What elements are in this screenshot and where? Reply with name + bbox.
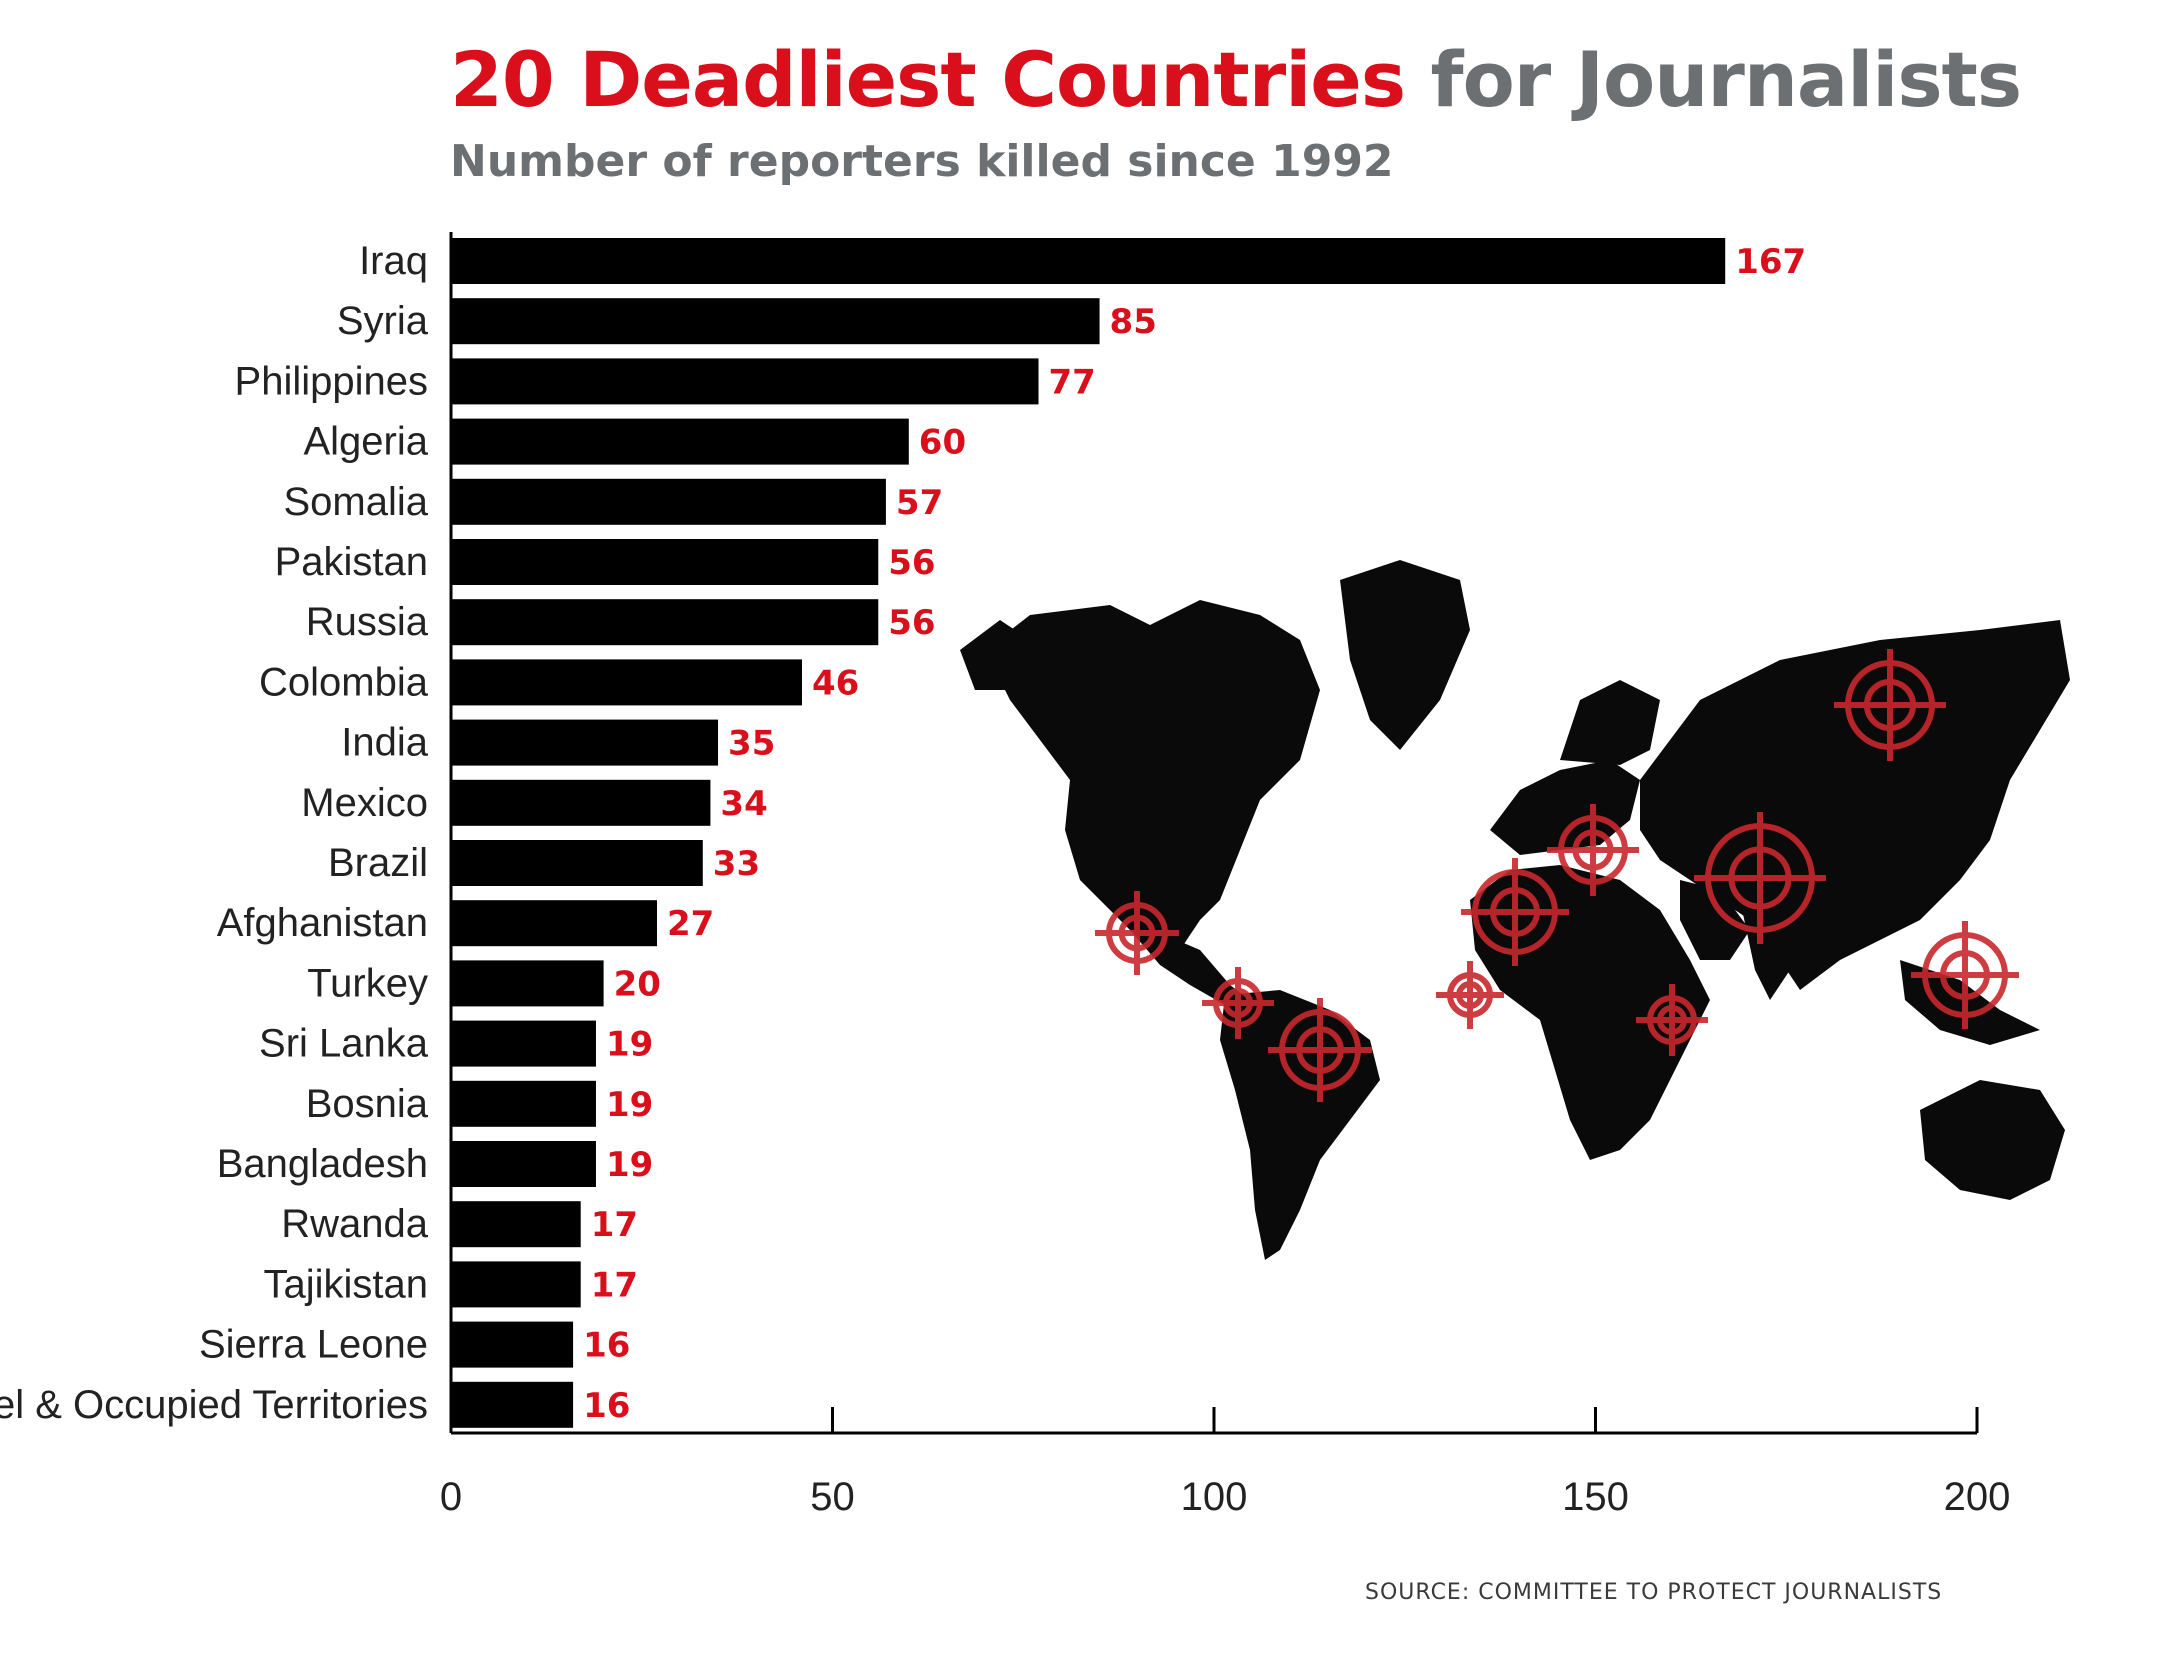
- map-greenland: [1340, 560, 1470, 750]
- value-label: 56: [888, 543, 935, 583]
- category-label: Algeria: [303, 420, 428, 464]
- bar-colombia: [451, 659, 802, 706]
- bar-series: Iraq 167 Syria 85 Philippines 77 Algeria 60 Soma…: [0, 238, 1806, 1428]
- value-label: 20: [614, 964, 661, 1004]
- chart-title: 20 Deadliest Countries for Journalists: [450, 42, 2022, 118]
- target-icon: [1461, 858, 1569, 966]
- category-label: Somalia: [283, 480, 428, 524]
- bar-mexico: [451, 779, 711, 826]
- bar-philippines: [451, 358, 1039, 405]
- target-icon: [1636, 984, 1708, 1056]
- category-label: Iraq: [359, 239, 428, 283]
- map-alaska: [960, 620, 1030, 690]
- category-label: Pakistan: [275, 540, 428, 584]
- value-label: 16: [583, 1326, 630, 1366]
- category-label: Afghanistan: [217, 901, 428, 945]
- bar-israel-occupied-territories: [451, 1381, 574, 1428]
- value-label: 85: [1110, 302, 1157, 342]
- bar-somalia: [451, 478, 886, 525]
- category-label: Colombia: [259, 660, 429, 704]
- value-label: 17: [591, 1265, 638, 1305]
- value-label: 27: [667, 904, 714, 944]
- value-label: 19: [606, 1025, 653, 1065]
- x-axis-ticks: 0 50 100 150 200: [440, 1407, 2011, 1519]
- map-scandinavia: [1560, 680, 1660, 765]
- map-africa: [1470, 865, 1710, 1160]
- title-rest: for Journalists: [1430, 35, 2023, 124]
- value-label: 35: [728, 724, 775, 764]
- category-label: Russia: [306, 600, 429, 644]
- category-label: Bosnia: [306, 1082, 429, 1126]
- map-arabia: [1680, 880, 1750, 960]
- bar-sierra-leone: [451, 1321, 574, 1368]
- value-label: 19: [606, 1145, 653, 1185]
- target-icon: [1694, 812, 1826, 944]
- map-north-america: [985, 600, 1320, 950]
- category-label: Rwanda: [281, 1202, 429, 1246]
- value-label: 19: [606, 1085, 653, 1125]
- bar-brazil: [451, 840, 703, 886]
- bar-algeria: [451, 418, 909, 465]
- category-label: Tajikistan: [263, 1262, 428, 1306]
- map-australia: [1920, 1080, 2065, 1200]
- target-icon: [1436, 961, 1504, 1029]
- bar-afghanistan: [451, 900, 658, 947]
- category-label: Brazil: [328, 841, 428, 885]
- bar-russia: [451, 599, 879, 646]
- chart-subtitle: Number of reporters killed since 1992: [450, 136, 1394, 187]
- bar-bangladesh: [451, 1141, 596, 1187]
- source-note: SOURCE: COMMITTEE TO PROTECT JOURNALISTS: [1365, 1580, 1943, 1605]
- value-label: 17: [591, 1205, 638, 1245]
- value-label: 56: [888, 603, 935, 643]
- bar-iraq: [451, 238, 1726, 284]
- map-southeast-asia: [1900, 960, 2040, 1045]
- x-tick-label: 50: [810, 1475, 855, 1519]
- target-icon: [1834, 649, 1946, 761]
- target-icon: [1268, 998, 1372, 1102]
- target-icon: [1095, 891, 1179, 975]
- target-icon: [1911, 921, 2019, 1029]
- x-tick-label: 200: [1944, 1475, 2011, 1519]
- map-asia: [1640, 620, 2070, 990]
- x-tick-label: 150: [1562, 1475, 1629, 1519]
- bar-pakistan: [451, 539, 879, 585]
- value-label: 34: [720, 784, 767, 824]
- bar-sri-lanka: [451, 1020, 596, 1067]
- category-label: Bangladesh: [217, 1142, 428, 1186]
- category-label: Israel & Occupied Territories: [0, 1383, 428, 1427]
- value-label: 60: [919, 423, 966, 463]
- bar-turkey: [451, 960, 604, 1007]
- value-label: 57: [896, 483, 943, 523]
- value-label: 33: [713, 844, 760, 884]
- category-label: Sri Lanka: [259, 1022, 429, 1066]
- category-label: Syria: [337, 299, 429, 343]
- category-label: Mexico: [301, 781, 428, 825]
- category-label: Sierra Leone: [199, 1323, 428, 1367]
- target-icon: [1202, 967, 1274, 1039]
- category-label: India: [341, 721, 428, 765]
- x-tick-label: 100: [1181, 1475, 1248, 1519]
- bar-bosnia: [451, 1080, 596, 1127]
- bar-tajikistan: [451, 1261, 581, 1308]
- bar-syria: [451, 298, 1100, 345]
- target-markers: [1095, 649, 2019, 1102]
- bar-india: [451, 719, 719, 766]
- title-highlight: 20 Deadliest Countries: [450, 35, 1406, 124]
- value-label: 167: [1735, 242, 1806, 282]
- value-label: 77: [1049, 362, 1096, 402]
- x-tick-label: 0: [440, 1475, 462, 1519]
- bar-rwanda: [451, 1201, 581, 1248]
- map-europe: [1490, 760, 1640, 855]
- target-icon: [1547, 804, 1639, 896]
- category-label: Turkey: [307, 961, 428, 1005]
- value-label: 16: [583, 1386, 630, 1426]
- value-label: 46: [812, 663, 859, 703]
- category-label: Philippines: [235, 359, 428, 403]
